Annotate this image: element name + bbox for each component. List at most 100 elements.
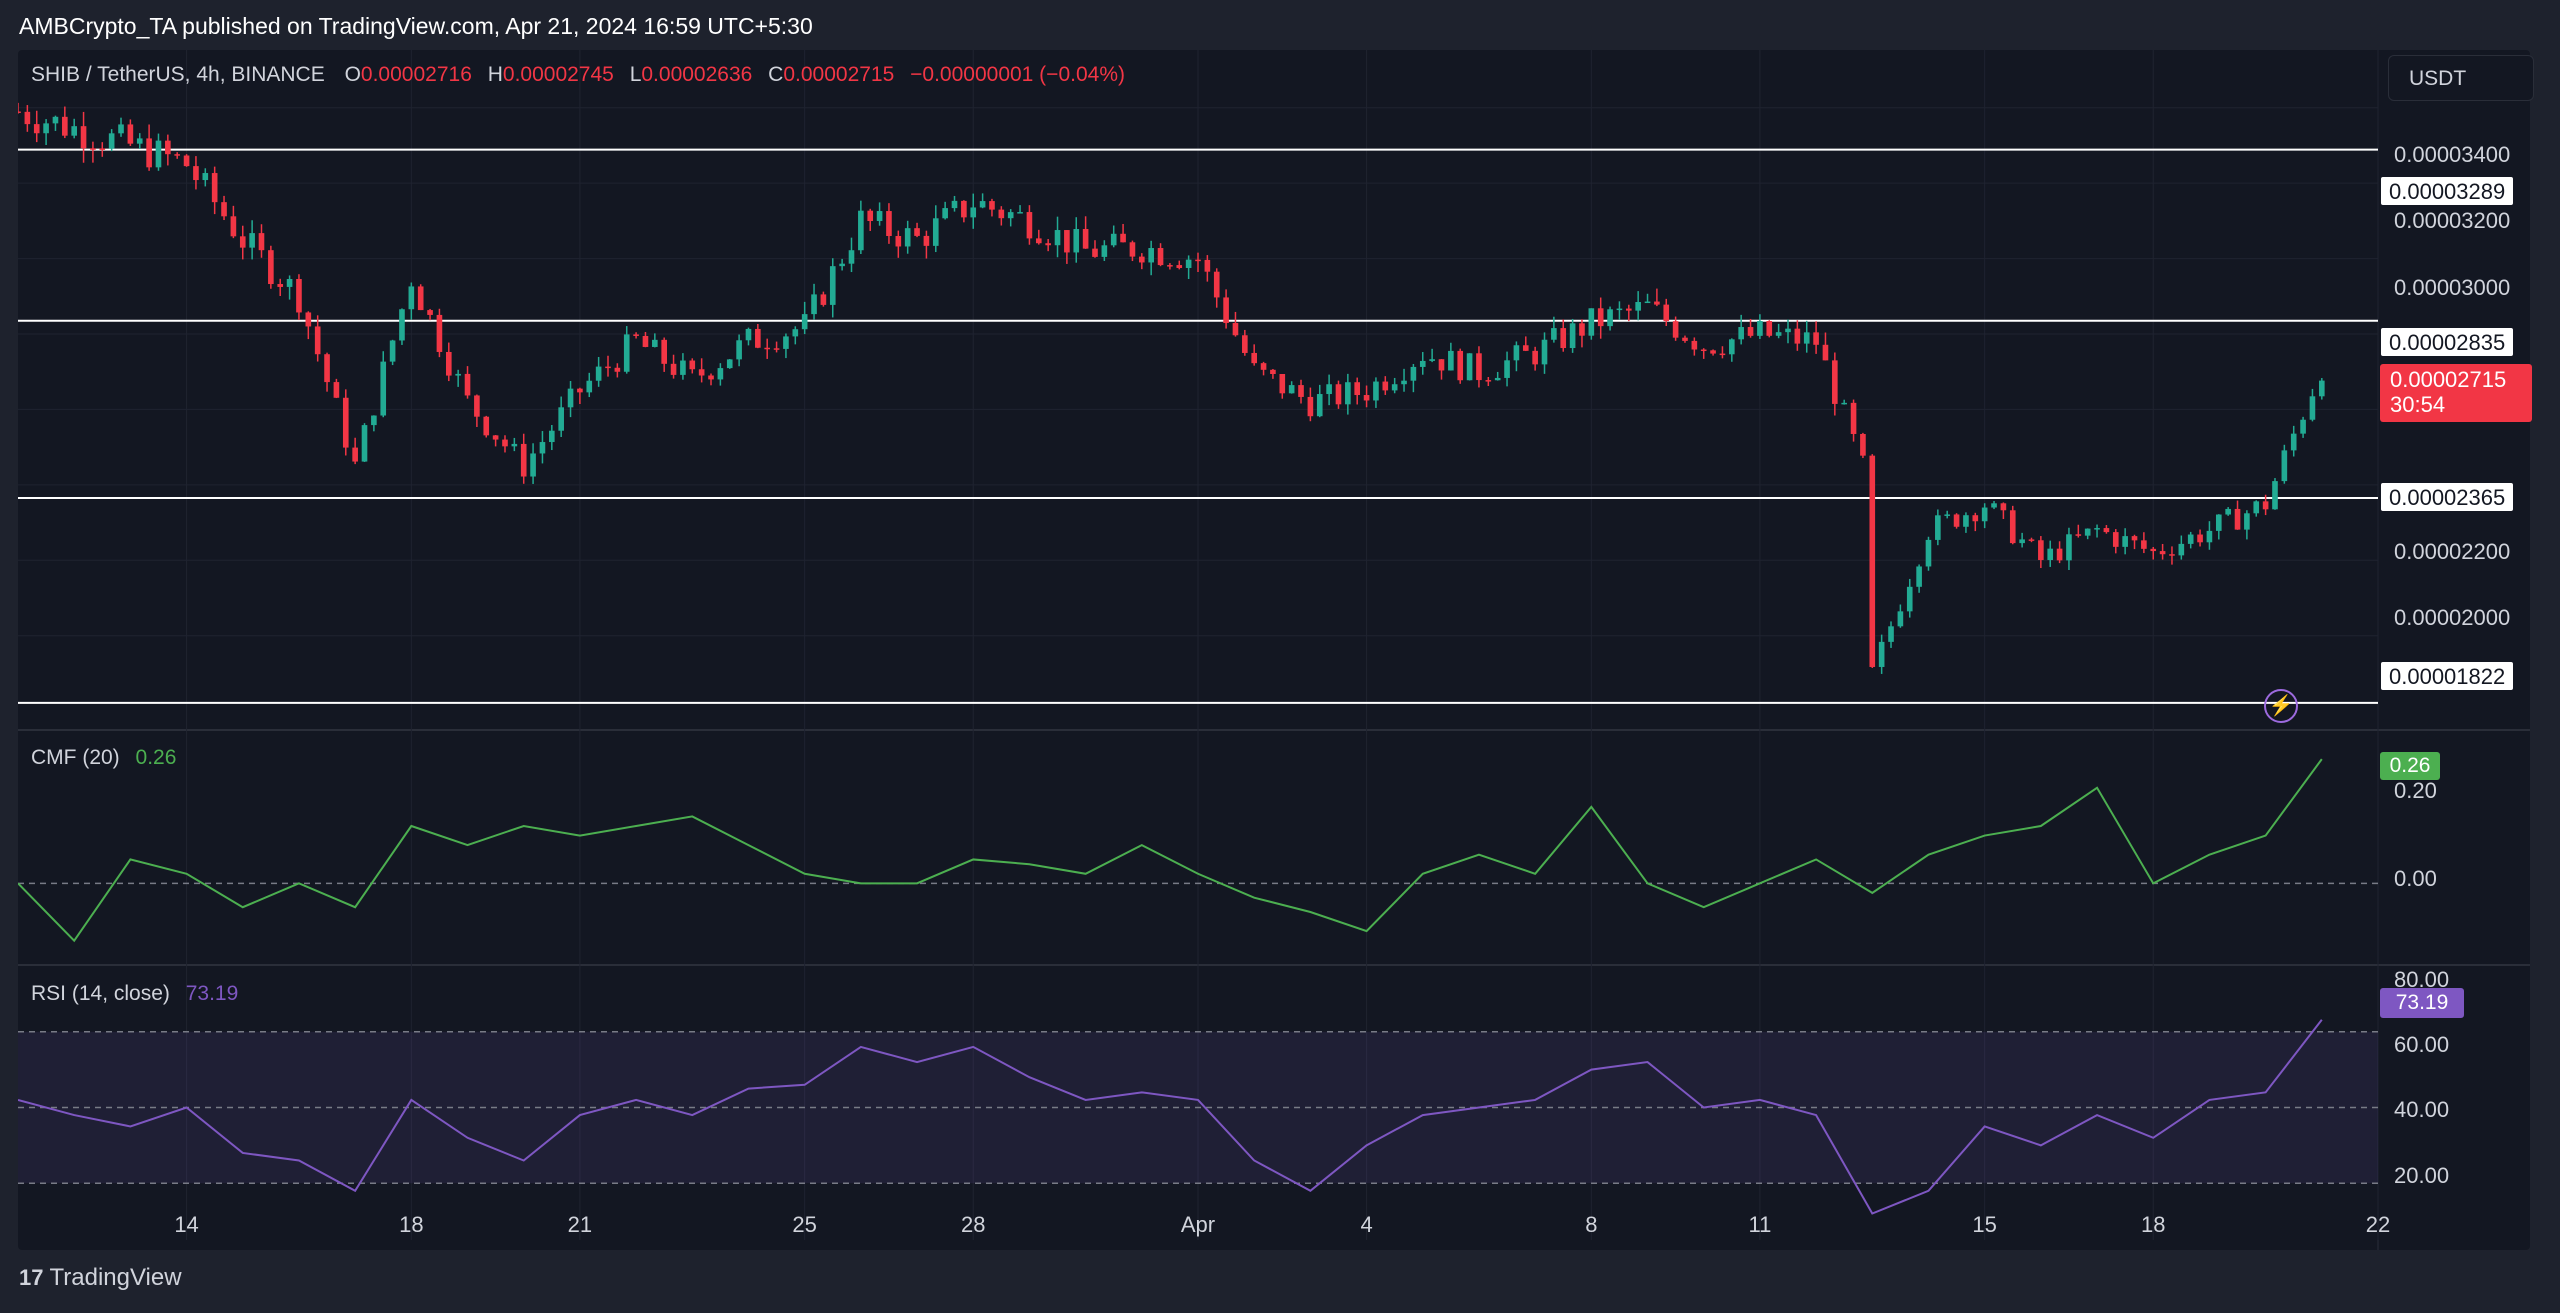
candle-body	[1363, 395, 1370, 401]
candle-body	[1850, 402, 1857, 434]
cmf-value: 0.26	[135, 746, 177, 769]
candle-body	[2169, 554, 2175, 556]
chart-area[interactable]	[18, 50, 2530, 1250]
candle-body	[736, 340, 742, 360]
candle-body	[1860, 433, 1866, 456]
time-axis-label: 28	[960, 1212, 986, 1237]
candle-body	[1279, 373, 1286, 394]
candle-body	[2103, 528, 2110, 533]
candle-body	[829, 266, 836, 305]
candle-body	[876, 211, 883, 222]
symbol-name: SHIB / TetherUS, 4h, BINANCE	[31, 63, 325, 86]
candle-body	[2272, 481, 2278, 510]
candle-body	[1419, 360, 1426, 367]
candle-body	[1654, 301, 1660, 305]
candle-body	[2075, 534, 2082, 536]
currency-selector[interactable]: USDT	[2388, 55, 2534, 101]
candle-body	[2178, 543, 2185, 556]
candle-body	[1579, 323, 1585, 336]
candle-body	[399, 309, 405, 341]
candle-body	[43, 123, 49, 134]
candle-body	[2009, 510, 2016, 544]
rsi-tick: 40.00	[2394, 1097, 2450, 1122]
candle-body	[1813, 332, 1819, 345]
candle-body	[417, 286, 424, 311]
candle-body	[530, 453, 536, 477]
chart-canvas[interactable]	[18, 50, 2530, 1250]
candle-body	[380, 361, 387, 416]
candle-body	[1457, 350, 1464, 381]
candle-body	[1129, 242, 1136, 257]
candle-body	[979, 201, 986, 208]
candle-body	[726, 359, 733, 369]
candle-body	[783, 336, 789, 349]
candle-body	[1082, 229, 1089, 249]
candle-body	[1326, 384, 1332, 395]
candle-body	[1588, 308, 1595, 336]
candle-body	[1316, 394, 1323, 417]
candle-body	[174, 154, 181, 156]
candle-body	[1494, 377, 1501, 381]
candle-body	[1448, 350, 1454, 371]
candle-body	[62, 116, 68, 136]
candle-body	[1607, 309, 1613, 327]
candle-body	[1981, 507, 1988, 522]
candle-body	[1073, 229, 1080, 253]
candle-body	[1223, 297, 1229, 324]
candle-body	[333, 382, 340, 398]
lightning-icon[interactable]: ⚡	[2264, 689, 2298, 723]
cmf-label: CMF (20)	[31, 746, 120, 769]
candle-body	[1007, 212, 1014, 219]
candle-body	[614, 367, 621, 372]
candle-body	[1035, 238, 1042, 244]
candle-body	[2197, 534, 2203, 543]
candle-body	[1803, 332, 1810, 344]
candle-body	[2159, 551, 2166, 555]
candle-body	[474, 395, 480, 417]
candle-body	[549, 430, 555, 443]
close-label: C	[768, 63, 784, 86]
candle-body	[1401, 380, 1407, 385]
candle-body	[577, 388, 583, 393]
candle-body	[511, 443, 518, 447]
candle-body	[2094, 528, 2100, 530]
candle-body	[2187, 534, 2194, 544]
candle-body	[361, 425, 368, 462]
footer-brand[interactable]: 17 TradingView	[19, 1264, 182, 1292]
candle-body	[998, 209, 1005, 219]
candle-body	[286, 279, 293, 287]
candle-body	[1092, 248, 1098, 257]
candle-body	[2131, 536, 2138, 541]
rsi-tick: 20.00	[2394, 1163, 2450, 1188]
candle-body	[1869, 455, 1876, 667]
candle-body	[520, 443, 527, 477]
candle-body	[1897, 611, 1904, 627]
candle-body	[1663, 304, 1670, 322]
candle-body	[2084, 528, 2091, 536]
current-price-badge: 0.00002715 30:54	[2380, 364, 2532, 422]
candle-body	[914, 228, 920, 236]
candle-body	[567, 388, 574, 408]
candle-body	[455, 373, 461, 376]
candle-body	[1775, 332, 1782, 336]
candle-body	[1963, 515, 1969, 527]
candle-body	[1438, 359, 1445, 371]
candle-body	[1729, 339, 1735, 355]
candle-body	[811, 294, 817, 315]
candle-body	[904, 228, 911, 247]
low-label: L	[629, 63, 642, 86]
candle-body	[1719, 353, 1726, 356]
candle-body	[314, 326, 321, 355]
candle-body	[230, 216, 237, 237]
candle-body	[1110, 233, 1117, 246]
candle-body	[1176, 265, 1183, 268]
candle-body	[633, 334, 639, 336]
candle-body	[1120, 233, 1126, 243]
candle-body	[239, 236, 246, 248]
candle-body	[595, 366, 602, 381]
candle-body	[389, 340, 396, 362]
candle-body	[1560, 328, 1567, 349]
candle-body	[1466, 353, 1473, 381]
candle-body	[1635, 302, 1641, 311]
